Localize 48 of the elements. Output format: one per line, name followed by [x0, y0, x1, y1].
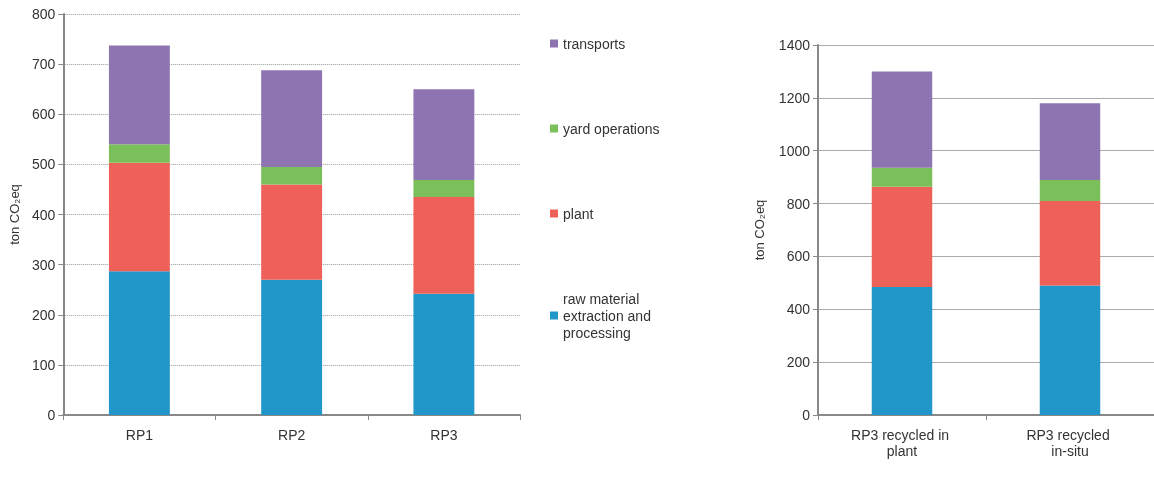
bar — [261, 184, 323, 280]
x-tick-label: RP3 — [430, 427, 458, 443]
bar — [1039, 285, 1101, 415]
bar — [871, 287, 933, 415]
bar — [413, 89, 475, 180]
bar — [413, 196, 475, 294]
y-tick-label: 1200 — [778, 89, 811, 106]
y-tick-label: 500 — [31, 156, 56, 173]
y-tick-label: 100 — [31, 356, 56, 373]
bar — [108, 45, 170, 145]
legend-label: raw material extraction and processing — [563, 290, 655, 341]
x-tick-label: RP3 recycled in-situ — [1026, 427, 1114, 459]
bar — [1039, 180, 1101, 201]
y-tick-label: 200 — [786, 354, 811, 371]
bar — [413, 293, 475, 415]
legend-label: plant — [563, 205, 594, 222]
legend-label: transports — [563, 35, 626, 52]
y-tick-label: 400 — [786, 301, 811, 318]
y-tick-label: 300 — [31, 256, 56, 273]
x-tick-label: RP1 — [125, 427, 154, 443]
bar — [413, 179, 475, 197]
y-tick-label: 800 — [786, 195, 811, 212]
y-axis-title: ton CO₂eq — [752, 199, 767, 261]
y-tick-label: 600 — [31, 106, 56, 123]
y-tick-label: 400 — [31, 206, 56, 223]
bar — [261, 166, 323, 185]
y-tick-label: 0 — [47, 407, 56, 423]
x-tick-label: RP2 — [278, 427, 306, 443]
bar — [1039, 103, 1101, 181]
bar — [108, 144, 170, 163]
y-tick-label: 600 — [786, 248, 811, 265]
y-tick-label: 800 — [31, 6, 56, 22]
legend-label: yard operations — [563, 120, 660, 137]
bar — [1039, 200, 1101, 286]
bar — [261, 279, 323, 415]
bar — [871, 71, 933, 168]
y-tick-label: 200 — [31, 306, 56, 323]
y-tick-label: 1000 — [778, 142, 811, 159]
y-tick-label: 700 — [31, 56, 56, 73]
x-tick-label: RP3 recycled in plant — [851, 427, 953, 459]
bar — [871, 186, 933, 288]
bar — [871, 167, 933, 187]
bar — [108, 162, 170, 272]
bar — [261, 70, 323, 167]
y-tick-label: 0 — [802, 407, 811, 423]
y-axis-title: ton CO₂eq — [7, 184, 22, 245]
y-tick-label: 1400 — [778, 37, 811, 53]
bar — [108, 271, 170, 415]
